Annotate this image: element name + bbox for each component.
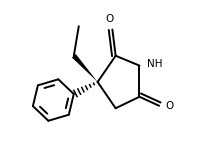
Text: O: O (106, 14, 114, 24)
Text: O: O (166, 101, 174, 111)
Text: NH: NH (147, 59, 162, 69)
Polygon shape (72, 54, 98, 82)
